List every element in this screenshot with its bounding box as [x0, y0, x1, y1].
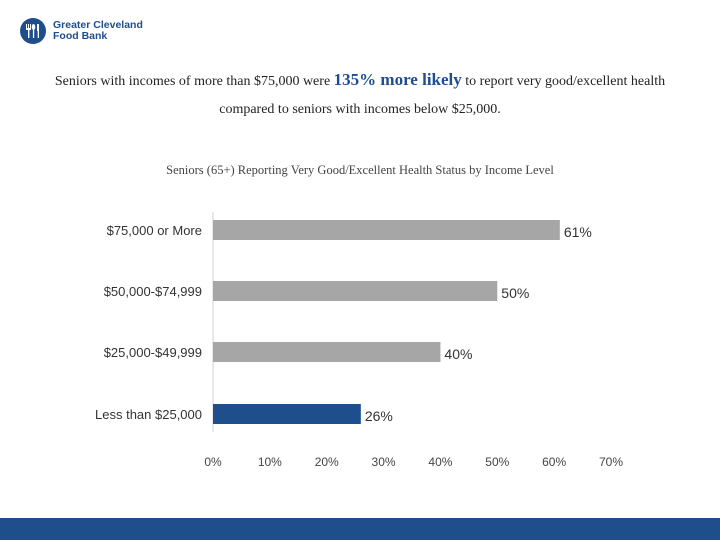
bar	[213, 220, 560, 240]
data-label: 40%	[444, 346, 472, 362]
x-tick-label: 0%	[204, 455, 222, 469]
headline: Seniors with incomes of more than $75,00…	[30, 66, 690, 124]
footer-bar	[0, 518, 720, 540]
brand-logo: Greater Cleveland Food Bank	[20, 18, 143, 44]
category-label: $25,000-$49,999	[104, 345, 202, 360]
x-tick-label: 50%	[485, 455, 509, 469]
category-label: Less than $25,000	[95, 407, 202, 422]
data-label: 50%	[501, 285, 529, 301]
x-tick-label: 60%	[542, 455, 566, 469]
data-label: 61%	[564, 224, 592, 240]
headline-text-before: Seniors with incomes of more than $75,00…	[54, 74, 334, 89]
x-tick-label: 30%	[372, 455, 396, 469]
fork-spoon-knife-icon	[20, 18, 46, 44]
x-tick-label: 10%	[258, 455, 282, 469]
x-tick-label: 70%	[599, 455, 623, 469]
data-label: 26%	[365, 408, 393, 424]
bar	[213, 281, 498, 301]
chart-title: Seniors (65+) Reporting Very Good/Excell…	[166, 163, 554, 177]
headline-highlight: 135% more likely	[333, 70, 462, 89]
bar	[213, 342, 441, 362]
x-tick-label: 40%	[428, 455, 452, 469]
category-label: $50,000-$74,999	[104, 284, 202, 299]
x-tick-label: 20%	[315, 455, 339, 469]
brand-name-line1: Greater Cleveland	[53, 19, 143, 31]
brand-name-line2: Food Bank	[53, 30, 108, 42]
bar	[213, 404, 361, 424]
brand-name: Greater Cleveland Food Bank	[53, 20, 143, 42]
headline-text-after: to report very good/excellent health com…	[219, 74, 666, 117]
category-label: $75,000 or More	[107, 223, 202, 238]
